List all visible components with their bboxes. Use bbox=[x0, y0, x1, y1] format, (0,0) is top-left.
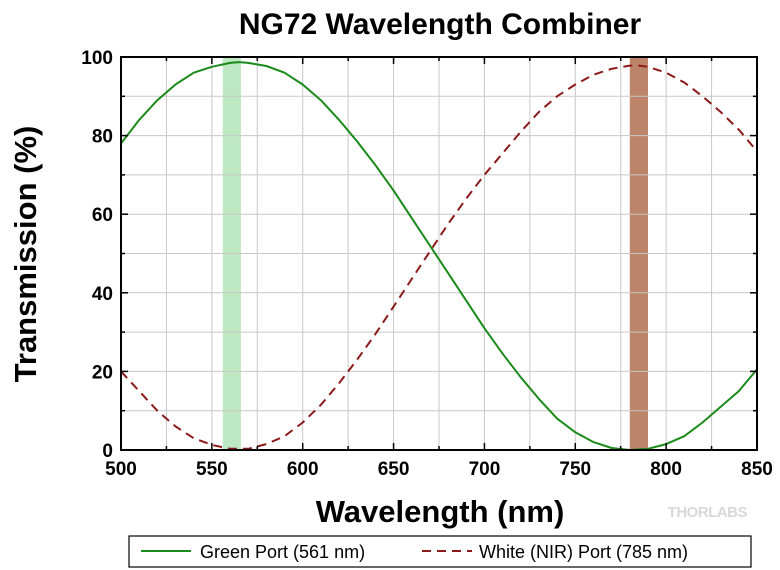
y-tick-label: 60 bbox=[92, 205, 113, 226]
y-tick-label: 80 bbox=[92, 127, 113, 148]
x-tick-label: 600 bbox=[287, 459, 319, 480]
y-tick-label: 20 bbox=[92, 362, 113, 383]
thorlabs-logo: THORLABS bbox=[668, 504, 748, 521]
grid bbox=[121, 57, 757, 450]
x-tick-label: 550 bbox=[196, 459, 228, 480]
series-line-1 bbox=[120, 64, 758, 450]
chart-title: NG72 Wavelength Combiner bbox=[239, 8, 642, 41]
series-line-0 bbox=[120, 61, 758, 451]
legend-label-green-port: Green Port (561 nm) bbox=[200, 542, 365, 562]
y-tick-label: 100 bbox=[81, 48, 113, 69]
legend: Green Port (561 nm) White (NIR) Port (78… bbox=[128, 535, 752, 568]
y-tick-label: 40 bbox=[92, 284, 113, 305]
axis-ticks bbox=[120, 56, 758, 451]
y-tick-label: 0 bbox=[102, 441, 113, 462]
x-tick-labels: 500 550 600 650 700 750 800 850 bbox=[105, 459, 773, 480]
x-tick-label: 850 bbox=[741, 459, 773, 480]
x-tick-label: 750 bbox=[559, 459, 591, 480]
x-tick-label: 650 bbox=[378, 459, 410, 480]
plot-series bbox=[120, 61, 758, 451]
x-tick-label: 500 bbox=[105, 459, 137, 480]
x-tick-label: 800 bbox=[650, 459, 682, 480]
y-axis-label: Transmission (%) bbox=[8, 126, 43, 383]
y-tick-labels: 0 20 40 60 80 100 bbox=[81, 48, 113, 462]
x-tick-label: 700 bbox=[469, 459, 501, 480]
x-axis-label: Wavelength (nm) bbox=[316, 494, 565, 529]
legend-label-white-nir-port: White (NIR) Port (785 nm) bbox=[479, 542, 688, 562]
